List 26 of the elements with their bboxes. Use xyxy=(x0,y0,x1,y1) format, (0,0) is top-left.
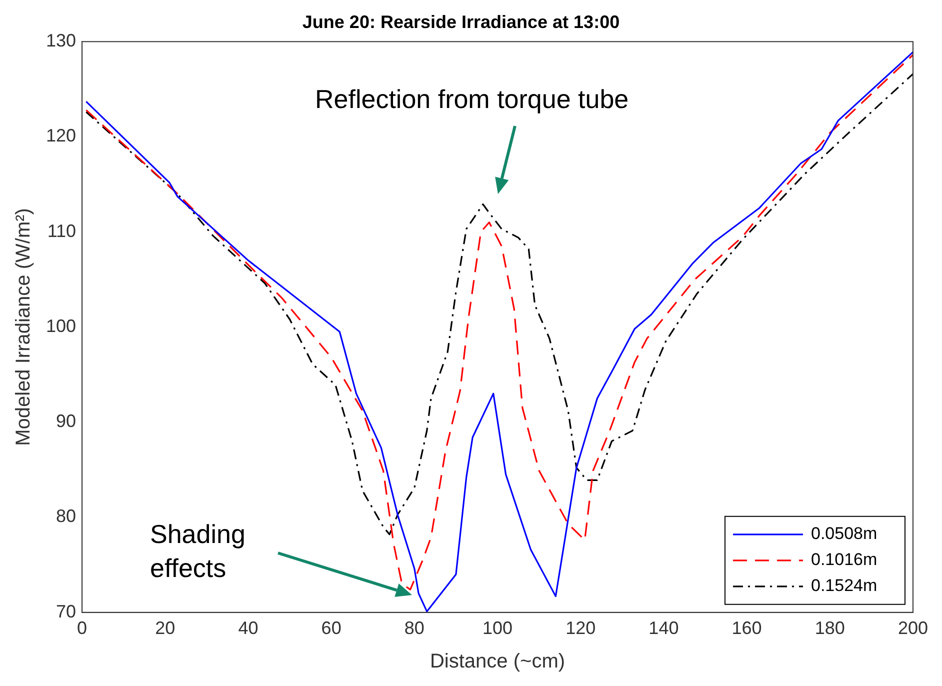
x-tick-label: 120 xyxy=(566,618,596,638)
legend-label: 0.1016m xyxy=(810,550,878,570)
x-tick-label: 180 xyxy=(814,618,845,638)
legend-label: 0.0508m xyxy=(810,524,878,544)
y-tick-label: 90 xyxy=(56,411,76,432)
y-tick-label: 110 xyxy=(47,220,76,241)
x-tick-label: 80 xyxy=(404,618,424,638)
y-tick-label: 80 xyxy=(56,506,76,526)
y-axis-title: Modeled Irradiance (W/m²) xyxy=(12,208,35,446)
y-tick-label: 100 xyxy=(46,316,76,336)
y-tick-label: 120 xyxy=(46,126,76,146)
x-tick-label: 140 xyxy=(648,618,679,638)
chart-title: June 20: Rearside Irradiance at 13:00 xyxy=(302,12,620,32)
y-tick-label: 70 xyxy=(56,601,76,622)
x-tick-label: 160 xyxy=(732,618,762,638)
x-tick-label: 40 xyxy=(238,618,258,638)
x-tick-label: 20 xyxy=(155,618,176,638)
annotation: Shading effects xyxy=(150,519,246,583)
x-tick-label: 0 xyxy=(77,618,88,638)
x-tick-label: 60 xyxy=(321,618,342,638)
x-axis-title: Distance (~cm) xyxy=(430,650,566,673)
annotation: Reflection from torque tube xyxy=(315,84,629,114)
legend-label: 0.1524m xyxy=(810,576,878,596)
x-tick-label: 100 xyxy=(482,618,513,638)
x-tick-label: 200 xyxy=(898,618,928,638)
y-tick-label: 130 xyxy=(46,30,76,51)
